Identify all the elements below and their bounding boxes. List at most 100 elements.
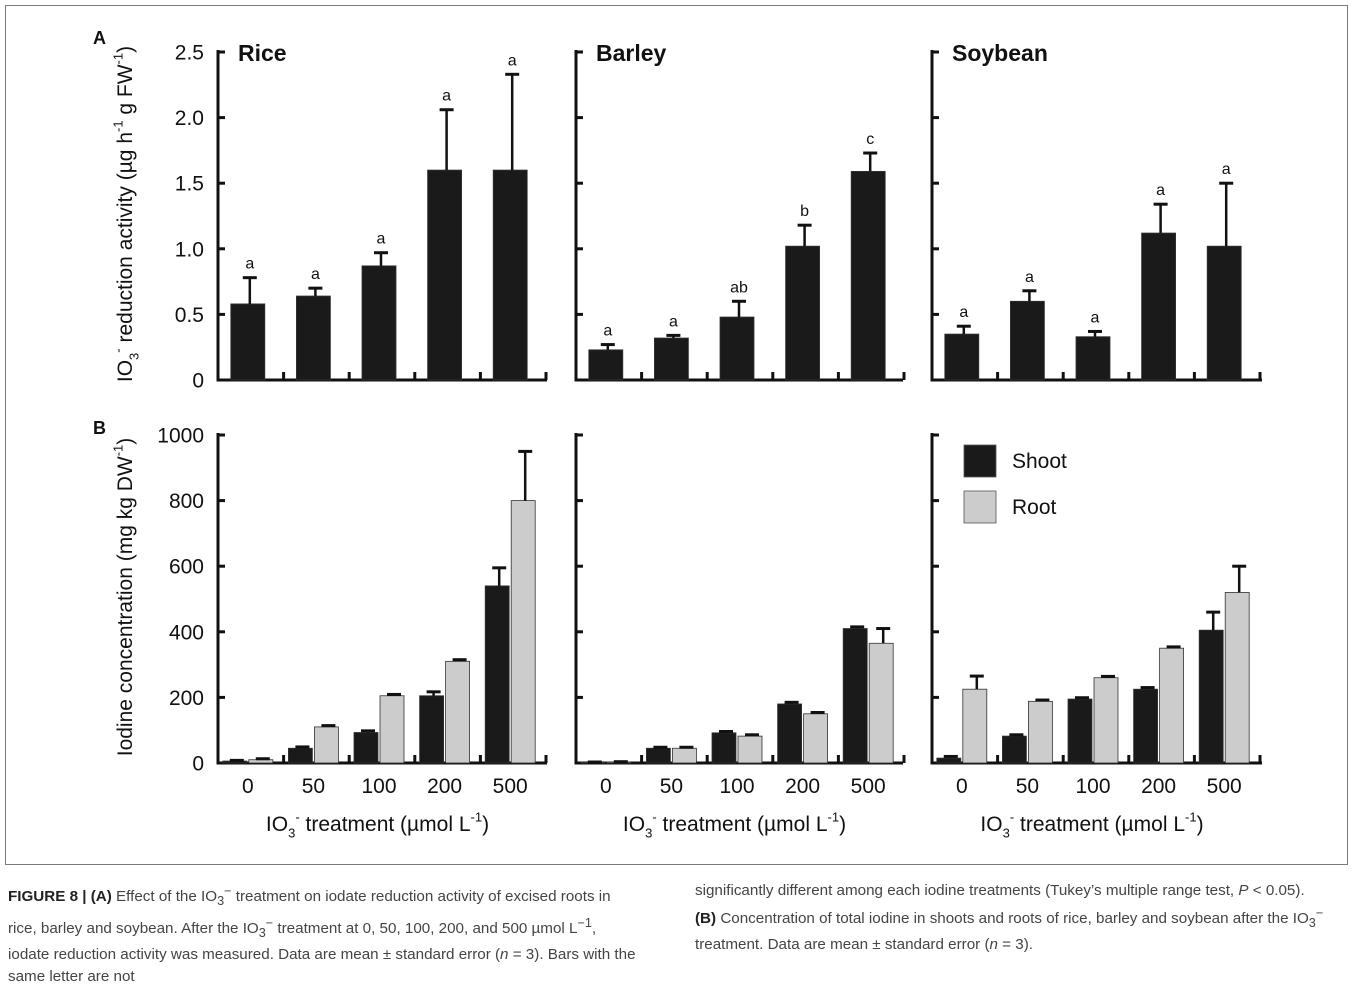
x-tick-label: 100 bbox=[719, 775, 754, 798]
significance-letter: a bbox=[959, 304, 968, 321]
bar-activity bbox=[1010, 300, 1045, 381]
bar-activity bbox=[230, 303, 266, 381]
bar-activity bbox=[850, 170, 886, 381]
bar-root bbox=[1224, 592, 1250, 764]
y-tick-label: 0 bbox=[192, 370, 204, 393]
x-tick-label: 200 bbox=[785, 775, 820, 798]
x-tick-label: 0 bbox=[956, 775, 968, 798]
y-axis-label: Iodine concentration (mg kg DW-1) bbox=[111, 438, 138, 757]
x-tick-label: 200 bbox=[427, 775, 462, 798]
figure-8-chart: 0 0.5 1.0 1.5 2.0 2.5 a a a a a Rice IO3- reduction … bbox=[93, 28, 1262, 841]
bar-shoot bbox=[1133, 688, 1158, 764]
y-tick-label: 200 bbox=[169, 687, 204, 710]
x-axis-label: IO3- treatment (µmol L-1) bbox=[980, 810, 1203, 841]
y-tick-label: 600 bbox=[169, 556, 204, 579]
bar-shoot bbox=[711, 732, 737, 764]
bar-activity bbox=[295, 295, 331, 381]
bar-root bbox=[510, 500, 536, 764]
significance-letter: c bbox=[866, 131, 874, 148]
x-tick-label: 0 bbox=[242, 775, 254, 798]
y-tick-label: 1.5 bbox=[175, 173, 204, 196]
significance-letter: a bbox=[377, 231, 386, 248]
bar-root bbox=[803, 713, 828, 764]
bar-shoot bbox=[646, 747, 671, 764]
bar-root bbox=[1159, 647, 1184, 764]
x-tick-label: 50 bbox=[1016, 775, 1039, 798]
y-axis-label: IO3- reduction activity (µg h-1 g FW-1) bbox=[111, 46, 142, 382]
significance-letter: a bbox=[1091, 309, 1100, 326]
significance-letter: a bbox=[442, 88, 451, 105]
bar-root bbox=[672, 747, 697, 764]
x-tick-label: 50 bbox=[302, 775, 325, 798]
panel-title: Rice bbox=[238, 40, 287, 66]
panel-B-soybean: 0 50 100 200 500 Shoot Root bbox=[930, 433, 1262, 798]
significance-letter: a bbox=[1156, 182, 1165, 199]
significance-letter: a bbox=[1025, 269, 1034, 286]
legend-label: Shoot bbox=[1012, 450, 1067, 473]
x-tick-label: 0 bbox=[600, 775, 612, 798]
significance-letter: a bbox=[245, 256, 254, 273]
y-tick-label: 0 bbox=[192, 753, 204, 776]
bar-shoot bbox=[353, 732, 379, 764]
significance-letter: a bbox=[603, 323, 612, 340]
panel-A-barley: a a ab b c Barley bbox=[574, 40, 906, 382]
y-tick-label: 400 bbox=[169, 621, 204, 644]
bar-activity bbox=[361, 265, 397, 381]
panel-label-a: A bbox=[93, 28, 106, 48]
bar-shoot bbox=[1067, 698, 1093, 764]
bar-activity bbox=[944, 333, 980, 381]
bar-activity bbox=[1141, 232, 1176, 381]
x-tick-label: 500 bbox=[493, 775, 528, 798]
bar-activity bbox=[1075, 336, 1111, 381]
bar-shoot bbox=[484, 585, 510, 764]
panel-A-rice: 0 0.5 1.0 1.5 2.0 2.5 a a a a a Rice bbox=[175, 40, 548, 393]
panel-A-soybean: a a a a a Soybean bbox=[930, 40, 1262, 382]
x-axis-label: IO3- treatment (µmol L-1) bbox=[266, 810, 489, 841]
y-tick-label: 0.5 bbox=[175, 304, 204, 327]
bar-shoot bbox=[936, 757, 962, 764]
bar-activity bbox=[427, 169, 463, 381]
bar-activity bbox=[1206, 245, 1242, 381]
significance-letter: ab bbox=[730, 279, 748, 296]
bar-root bbox=[445, 660, 471, 764]
panel-title: Barley bbox=[596, 40, 667, 66]
bar-activity bbox=[719, 316, 755, 381]
y-tick-label: 1000 bbox=[157, 425, 204, 448]
significance-letter: a bbox=[311, 266, 320, 283]
significance-letter: a bbox=[508, 52, 517, 69]
bar-shoot bbox=[1198, 629, 1224, 764]
bar-shoot bbox=[419, 695, 445, 764]
y-tick-label: 2.0 bbox=[175, 107, 204, 130]
panel-label-b: B bbox=[93, 418, 106, 438]
figure-caption-right: significantly different among each iodin… bbox=[695, 882, 1324, 954]
y-tick-label: 800 bbox=[169, 490, 204, 513]
significance-letter: b bbox=[800, 203, 809, 220]
bar-root bbox=[737, 735, 763, 764]
x-axis-label: IO3- treatment (µmol L-1) bbox=[623, 810, 846, 841]
x-tick-label: 100 bbox=[1075, 775, 1110, 798]
panel-B-barley: 0 50 100 200 500 bbox=[574, 433, 906, 798]
bar-shoot bbox=[1002, 735, 1027, 764]
x-tick-label: 50 bbox=[660, 775, 683, 798]
legend-swatch bbox=[963, 444, 997, 478]
figure-caption-left: FIGURE 8 | (A) Effect of the IO3− treatm… bbox=[8, 884, 636, 986]
bar-root bbox=[379, 695, 405, 764]
significance-letter: a bbox=[1222, 161, 1231, 178]
panel-title: Soybean bbox=[952, 40, 1048, 66]
significance-letter: a bbox=[669, 313, 678, 330]
bar-activity bbox=[588, 349, 624, 381]
bar-activity bbox=[492, 169, 528, 381]
figure-frame bbox=[5, 5, 1348, 865]
bar-shoot bbox=[777, 703, 802, 764]
y-tick-label: 1.0 bbox=[175, 238, 204, 261]
bar-root bbox=[1028, 700, 1053, 764]
bar-root bbox=[868, 642, 894, 764]
legend-label: Root bbox=[1012, 496, 1057, 519]
bar-activity bbox=[654, 337, 689, 381]
x-tick-label: 500 bbox=[1207, 775, 1242, 798]
bar-activity bbox=[785, 245, 820, 381]
x-tick-label: 500 bbox=[851, 775, 886, 798]
legend-swatch bbox=[963, 490, 997, 524]
bar-root bbox=[1093, 677, 1119, 764]
x-tick-label: 100 bbox=[361, 775, 396, 798]
